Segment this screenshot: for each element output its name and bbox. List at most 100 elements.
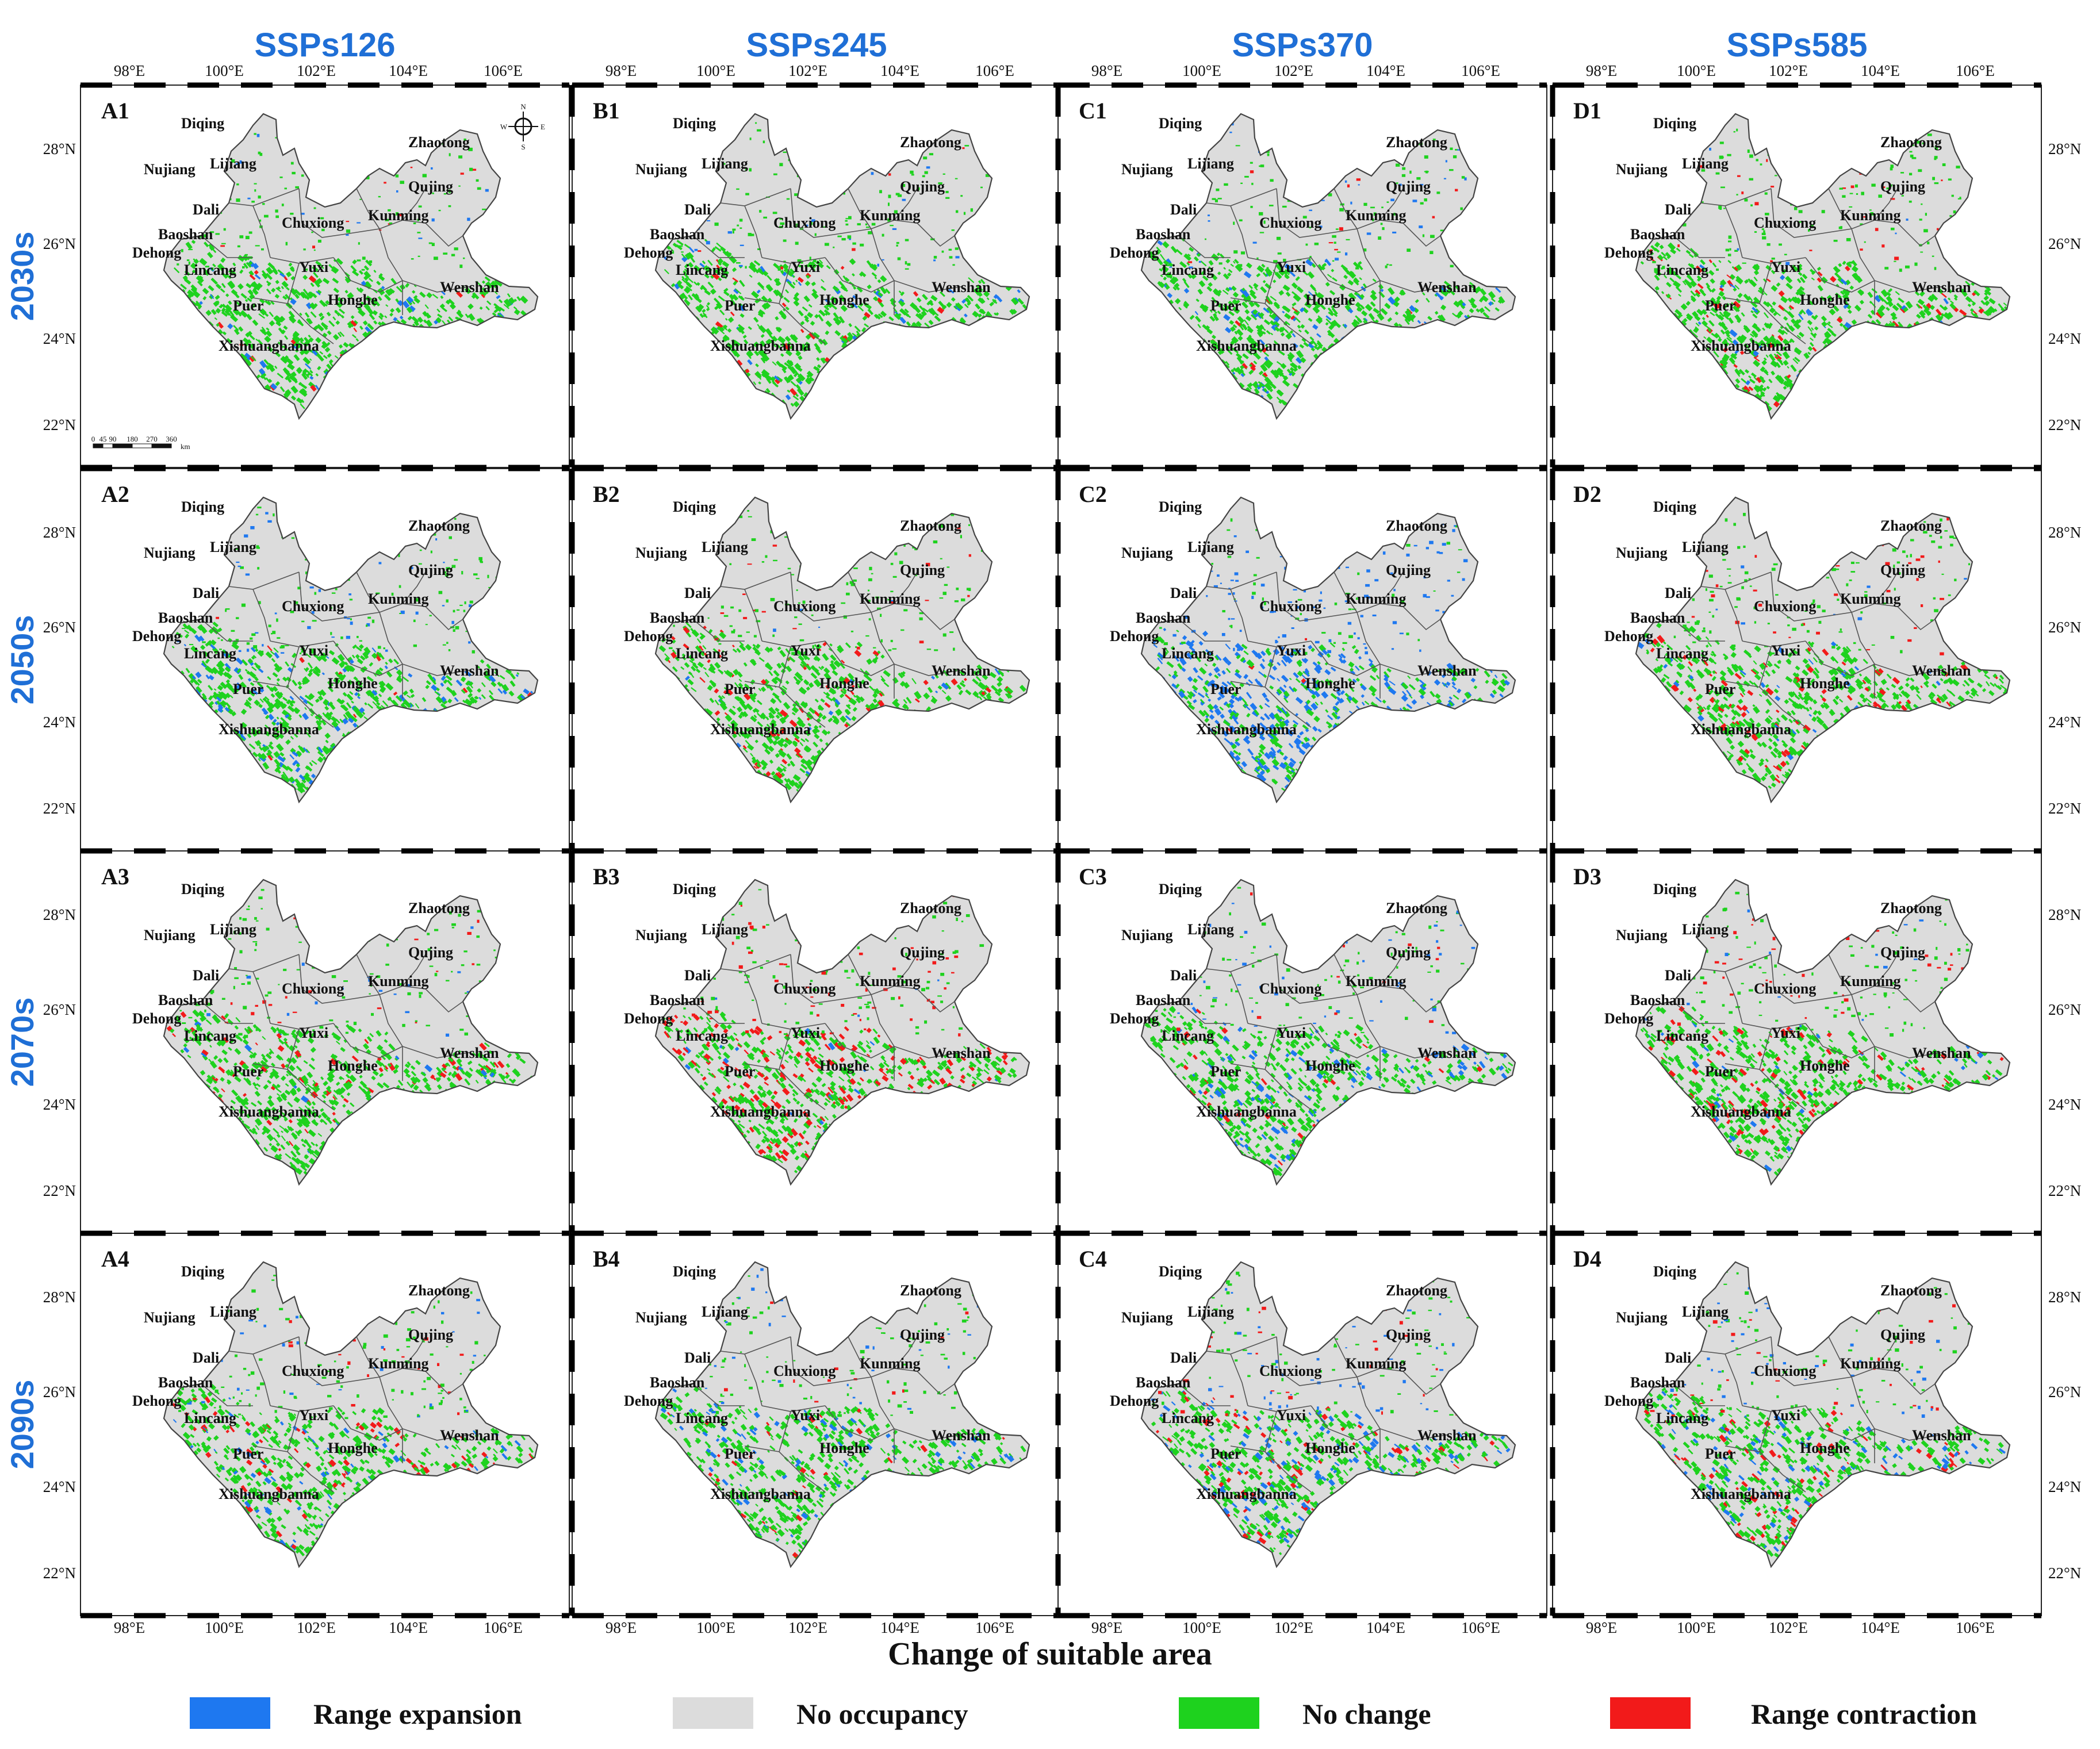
change-pixel: [1328, 193, 1332, 197]
change-pixel: [251, 633, 256, 636]
change-pixel: [313, 250, 316, 251]
change-pixel: [454, 517, 457, 520]
change-pixel: [975, 676, 982, 682]
change-pixel: [840, 266, 845, 270]
change-pixel: [1288, 332, 1292, 336]
change-pixel: [1782, 338, 1790, 346]
change-pixel: [1165, 272, 1171, 278]
change-pixel: [775, 327, 780, 332]
change-pixel: [1277, 252, 1282, 255]
city-label-chuxiong: Chuxiong: [282, 598, 344, 615]
change-pixel: [1406, 308, 1411, 314]
change-pixel: [1396, 182, 1398, 184]
change-pixel: [818, 725, 822, 728]
change-pixel: [760, 686, 767, 692]
change-pixel: [1241, 363, 1248, 369]
change-pixel: [797, 259, 802, 262]
change-pixel: [1453, 300, 1461, 308]
change-pixel: [1311, 263, 1316, 268]
change-pixel: [1766, 243, 1771, 246]
change-pixel: [839, 693, 845, 699]
change-pixel: [1404, 309, 1412, 318]
change-pixel: [247, 733, 252, 738]
change-pixel: [751, 756, 756, 761]
change-pixel: [1331, 269, 1335, 273]
change-pixel: [221, 243, 226, 244]
change-pixel: [1247, 335, 1255, 343]
change-pixel: [240, 722, 247, 729]
change-pixel: [228, 300, 232, 305]
change-pixel: [864, 302, 872, 310]
change-pixel: [399, 613, 401, 614]
change-pixel: [718, 654, 722, 658]
change-pixel: [458, 155, 463, 159]
map-no-occupancy-area: [1636, 114, 2010, 419]
lon-tick-top: 106°E: [484, 62, 523, 79]
change-pixel: [290, 736, 294, 740]
change-pixel: [807, 312, 814, 319]
change-pixel: [1497, 298, 1504, 304]
change-pixel: [339, 308, 346, 314]
city-label-honghe: Honghe: [328, 675, 378, 692]
change-pixel: [502, 689, 508, 695]
change-pixel: [739, 644, 746, 651]
change-pixel: [1788, 325, 1795, 332]
change-pixel: [820, 286, 826, 292]
change-pixel: [1870, 212, 1873, 216]
change-pixel: [736, 188, 739, 190]
change-pixel: [806, 717, 810, 721]
panel-label-D1: D1: [1573, 98, 1601, 124]
change-pixel: [269, 741, 273, 746]
change-pixel: [446, 642, 449, 644]
change-pixel: [224, 666, 231, 673]
change-pixel: [791, 706, 799, 714]
change-pixel: [1347, 271, 1354, 277]
change-pixel: [818, 704, 825, 711]
change-pixel: [836, 318, 842, 324]
change-pixel: [1891, 316, 1896, 321]
change-pixel: [1659, 244, 1664, 250]
change-pixel: [513, 309, 520, 316]
change-pixel: [354, 692, 359, 696]
change-pixel: [451, 254, 455, 256]
change-pixel: [738, 682, 744, 688]
change-pixel: [355, 654, 360, 659]
lat-tick-left: 28°N: [43, 524, 76, 541]
change-pixel: [1787, 297, 1792, 302]
change-pixel: [1386, 305, 1390, 309]
change-pixel: [1430, 251, 1434, 254]
change-pixel: [1749, 337, 1756, 344]
change-pixel: [1748, 375, 1752, 379]
city-label-puer: Puer: [1705, 297, 1735, 314]
change-pixel: [1695, 326, 1699, 331]
change-pixel: [240, 681, 247, 689]
change-pixel: [224, 310, 231, 316]
change-pixel: [1776, 392, 1780, 396]
change-pixel: [1249, 362, 1256, 369]
change-pixel: [1751, 329, 1758, 337]
change-pixel: [1370, 293, 1378, 301]
change-pixel: [1232, 292, 1239, 298]
change-pixel: [456, 310, 464, 319]
change-pixel: [290, 395, 296, 401]
change-pixel: [809, 376, 815, 382]
change-pixel: [1246, 262, 1252, 269]
change-pixel: [825, 320, 833, 328]
change-pixel: [1422, 234, 1425, 237]
change-pixel: [257, 507, 262, 509]
change-pixel: [1918, 310, 1926, 317]
change-pixel: [1484, 306, 1491, 312]
change-pixel: [799, 742, 804, 747]
prefecture-border: [298, 572, 343, 622]
panel-label-A2: A2: [101, 481, 129, 507]
change-pixel: [1890, 164, 1894, 168]
change-pixel: [907, 263, 911, 266]
change-pixel: [1734, 352, 1738, 356]
change-pixel: [1265, 273, 1269, 277]
change-pixel: [485, 189, 489, 192]
change-pixel: [463, 609, 466, 612]
change-pixel: [241, 603, 246, 607]
change-pixel: [804, 702, 808, 706]
change-pixel: [853, 695, 856, 698]
change-pixel: [1280, 332, 1285, 337]
